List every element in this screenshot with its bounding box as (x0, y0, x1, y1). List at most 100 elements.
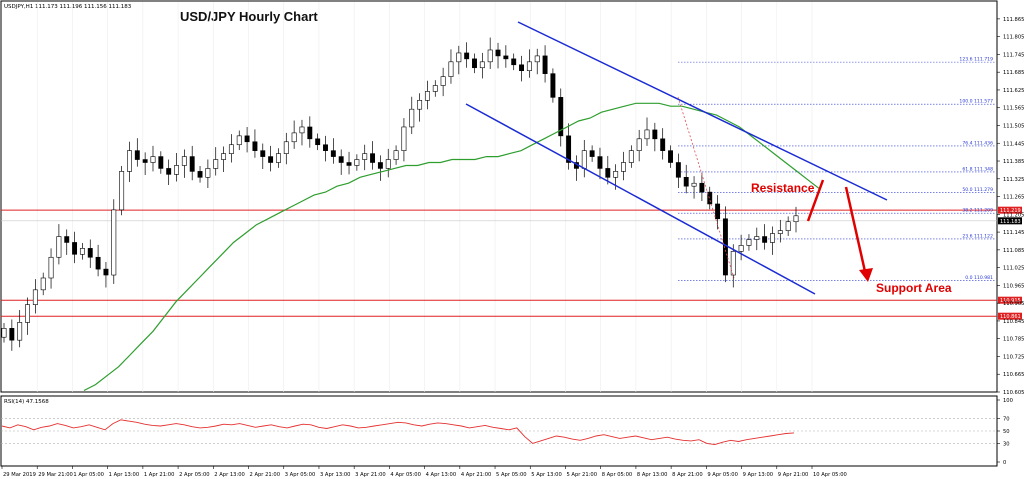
candle-body (111, 209, 117, 276)
time-tick-label: 1 Apr 13:00 (109, 472, 140, 478)
fibonacci-label: 0.0 110.981 (965, 275, 993, 281)
price-tick-label: 110.605 (1003, 390, 1024, 396)
time-tick-label: 1 Apr 05:00 (73, 472, 104, 478)
candle-body (275, 153, 281, 163)
candle-body (72, 242, 78, 255)
level-price-tag (998, 206, 1022, 214)
vertical-gridlines (36, 2, 813, 392)
candle-body (189, 156, 195, 172)
price-tick-label: 111.085 (1003, 248, 1024, 254)
candle-body (17, 322, 23, 341)
time-tick-label: 4 Apr 21:00 (461, 472, 492, 478)
price-tick-label: 111.265 (1003, 195, 1024, 201)
price-axis: 111.865 111.805 111.745 111.685 111.625 111.5… (997, 17, 1024, 396)
fibonacci-levels: 123.6 111.719 100.0 111.577 76.4 111.436 61… (678, 57, 995, 281)
level-price-label: 110.861 (1000, 314, 1021, 320)
candle-body (346, 162, 352, 166)
fibonacci-label: 23.6 111.122 (962, 233, 993, 239)
candle-body (777, 230, 783, 234)
rsi-tick-label: 50 (1003, 429, 1010, 435)
price-tick-label: 110.845 (1003, 319, 1024, 325)
fibonacci-label: 61.8 111.348 (962, 166, 993, 172)
rsi-tick-label: 70 (1003, 417, 1010, 423)
price-tick-label: 111.565 (1003, 106, 1024, 112)
time-axis: 29 Mar 2019 29 Mar 21:00 1 Apr 05:00 1 Apr … (1, 466, 847, 478)
support-arrow-head (859, 268, 873, 282)
time-tick-label: 9 Apr 13:00 (743, 472, 774, 478)
candle-body (660, 138, 666, 151)
candle-body (283, 141, 289, 154)
time-tick-label: 10 Apr 05:00 (813, 472, 847, 478)
candle-body (636, 138, 642, 151)
candle-body (566, 135, 572, 163)
candle-body (197, 171, 203, 178)
candle-body (440, 76, 446, 86)
price-tick-label: 111.805 (1003, 35, 1024, 41)
candle-body (150, 156, 156, 163)
candle-body (542, 55, 548, 74)
candle-body (417, 100, 423, 110)
candle-body (236, 135, 242, 146)
time-tick-label: 3 Apr 13:00 (320, 472, 351, 478)
candle-body (770, 233, 775, 243)
candle-body (32, 289, 38, 305)
candle-body (166, 168, 172, 175)
candle-body (754, 236, 760, 240)
rsi-panel: RSI(14) 47.1568 100 70 50 30 0 (0, 395, 1013, 467)
rsi-label: RSI(14) 47.1568 (4, 399, 49, 405)
chart-title: USD/JPY Hourly Chart (180, 9, 318, 24)
candle-body (456, 52, 462, 63)
rsi-tick-label: 0 (1003, 460, 1006, 466)
candle-body (330, 150, 336, 157)
candle-body (362, 153, 368, 160)
time-tick-label: 5 Apr 21:00 (566, 472, 597, 478)
time-tick-label: 5 Apr 13:00 (531, 472, 562, 478)
candle-body (25, 304, 30, 323)
price-tick-label: 111.205 (1003, 212, 1024, 218)
candle-body (252, 141, 258, 151)
moving-average-line (83, 102, 821, 392)
candle-body (699, 182, 705, 193)
candle-body (377, 162, 383, 169)
horizontal-levels: 111.219 110.915 110.861 111.183 (1, 206, 1022, 320)
price-tick-label: 111.145 (1003, 230, 1024, 236)
candle-body (158, 156, 164, 169)
candle-body (268, 156, 274, 163)
candle-body (1, 328, 7, 338)
candle-body (244, 135, 250, 143)
candle-body (503, 55, 509, 60)
resistance-label: Resistance (751, 181, 815, 195)
candle-body (221, 153, 227, 160)
candle-body (354, 159, 360, 166)
time-tick-label: 2 Apr 21:00 (250, 472, 281, 478)
price-tick-label: 111.505 (1003, 123, 1024, 129)
support-area-label: Support Area (876, 281, 952, 295)
candle-body (103, 268, 109, 276)
candle-body (628, 150, 634, 163)
candle-body (683, 177, 689, 187)
rsi-tick-label: 30 (1003, 441, 1010, 447)
candle-body (597, 156, 603, 169)
level-price-tag (998, 312, 1022, 320)
candle-body (9, 328, 15, 341)
price-tick-label: 110.665 (1003, 372, 1024, 378)
candle-body (424, 91, 430, 101)
candle-body (526, 61, 532, 72)
time-tick-label: 8 Apr 21:00 (672, 472, 703, 478)
candle-body (707, 191, 713, 205)
candle-body (464, 52, 470, 60)
candle-body (793, 215, 799, 223)
candle-body (558, 97, 564, 137)
candles (1, 37, 799, 351)
candle-body (48, 256, 54, 279)
time-tick-label: 2 Apr 13:00 (214, 472, 245, 478)
time-tick-label: 8 Apr 05:00 (602, 472, 633, 478)
symbol-header: USDJPY,H1 111.173 111.196 111.156 111.18… (4, 4, 132, 10)
price-tick-label: 111.685 (1003, 70, 1024, 76)
fibonacci-label: 123.6 111.719 (959, 57, 993, 63)
candle-body (134, 150, 140, 160)
candle-body (299, 126, 305, 134)
channel-lower-line (465, 103, 816, 295)
price-tick-label: 111.025 (1003, 266, 1024, 272)
